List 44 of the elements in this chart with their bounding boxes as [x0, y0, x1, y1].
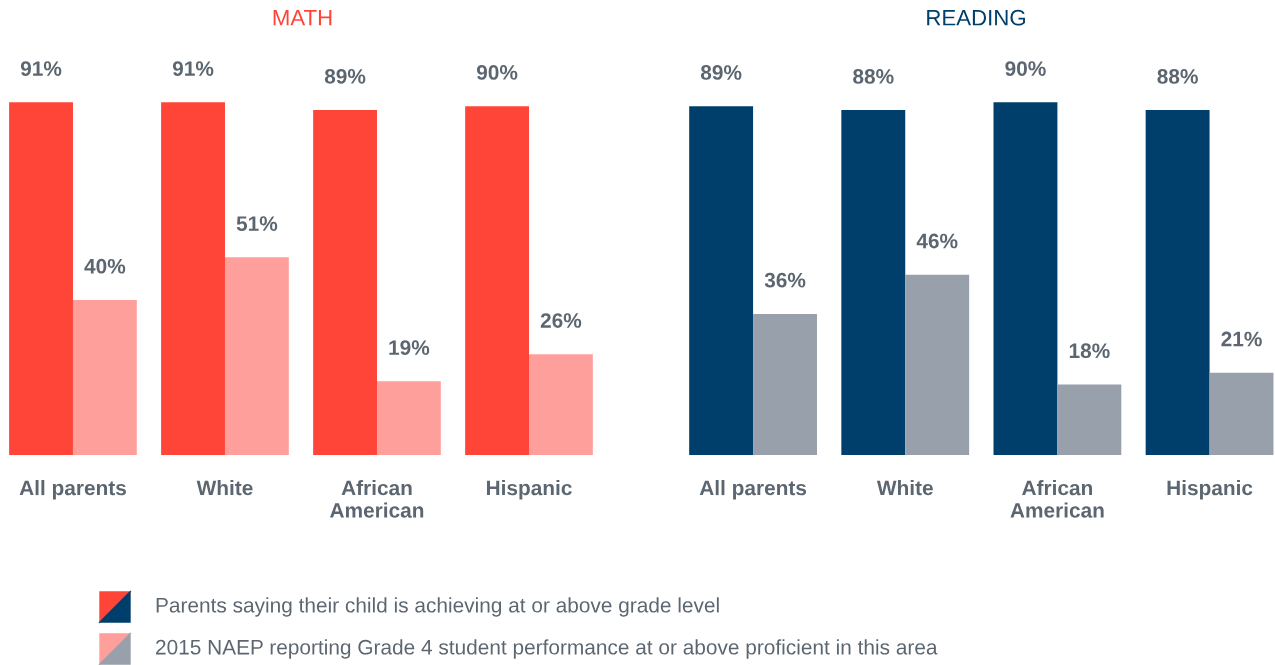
x-tick-label: Hispanic — [486, 480, 572, 500]
data-label: 90% — [476, 65, 518, 80]
x-tick-label: Hispanic — [1167, 480, 1253, 500]
bar — [1145, 110, 1210, 455]
data-label: 88% — [853, 69, 894, 84]
data-label: 91% — [172, 61, 214, 76]
bar — [753, 313, 817, 455]
data-label: 51% — [236, 216, 278, 231]
x-tick-label: African American — [330, 480, 424, 518]
bar — [689, 106, 754, 455]
bar — [841, 110, 906, 455]
x-tick-label: All parents — [19, 480, 126, 500]
data-label: 18% — [1069, 343, 1110, 359]
bar — [224, 257, 289, 455]
chart-title: MATH — [273, 10, 332, 26]
data-label: 89% — [700, 65, 742, 80]
bar — [376, 381, 441, 455]
bar — [9, 102, 73, 455]
data-label: 36% — [764, 272, 806, 288]
bar — [1209, 372, 1274, 455]
chart-title: READING — [927, 9, 1025, 26]
bar — [313, 110, 377, 455]
legend-label: 2015 NAEP reporting Grade 4 student performance at or above proficient in this area — [156, 639, 938, 659]
data-label: 91% — [20, 61, 62, 76]
bar — [528, 354, 593, 455]
data-label: 89% — [324, 68, 366, 84]
data-label: 26% — [540, 313, 582, 328]
data-label: 90% — [1005, 61, 1046, 76]
bar — [161, 102, 225, 455]
bar — [72, 299, 137, 455]
legend-label: Parents saying their child is achieving at or above grade level — [156, 597, 719, 617]
data-label: 46% — [916, 233, 958, 249]
x-tick-label: African American — [1010, 480, 1104, 518]
bar — [905, 274, 970, 455]
x-tick-label: White — [876, 480, 933, 496]
x-tick-label: All parents — [699, 480, 807, 500]
bar — [993, 102, 1058, 455]
data-label: 21% — [1221, 331, 1262, 347]
x-tick-label: White — [196, 480, 253, 496]
data-label: 40% — [84, 258, 126, 274]
data-label: 19% — [389, 340, 430, 356]
bar — [1057, 384, 1122, 455]
bar — [465, 106, 529, 455]
data-label: 88% — [1157, 69, 1198, 84]
